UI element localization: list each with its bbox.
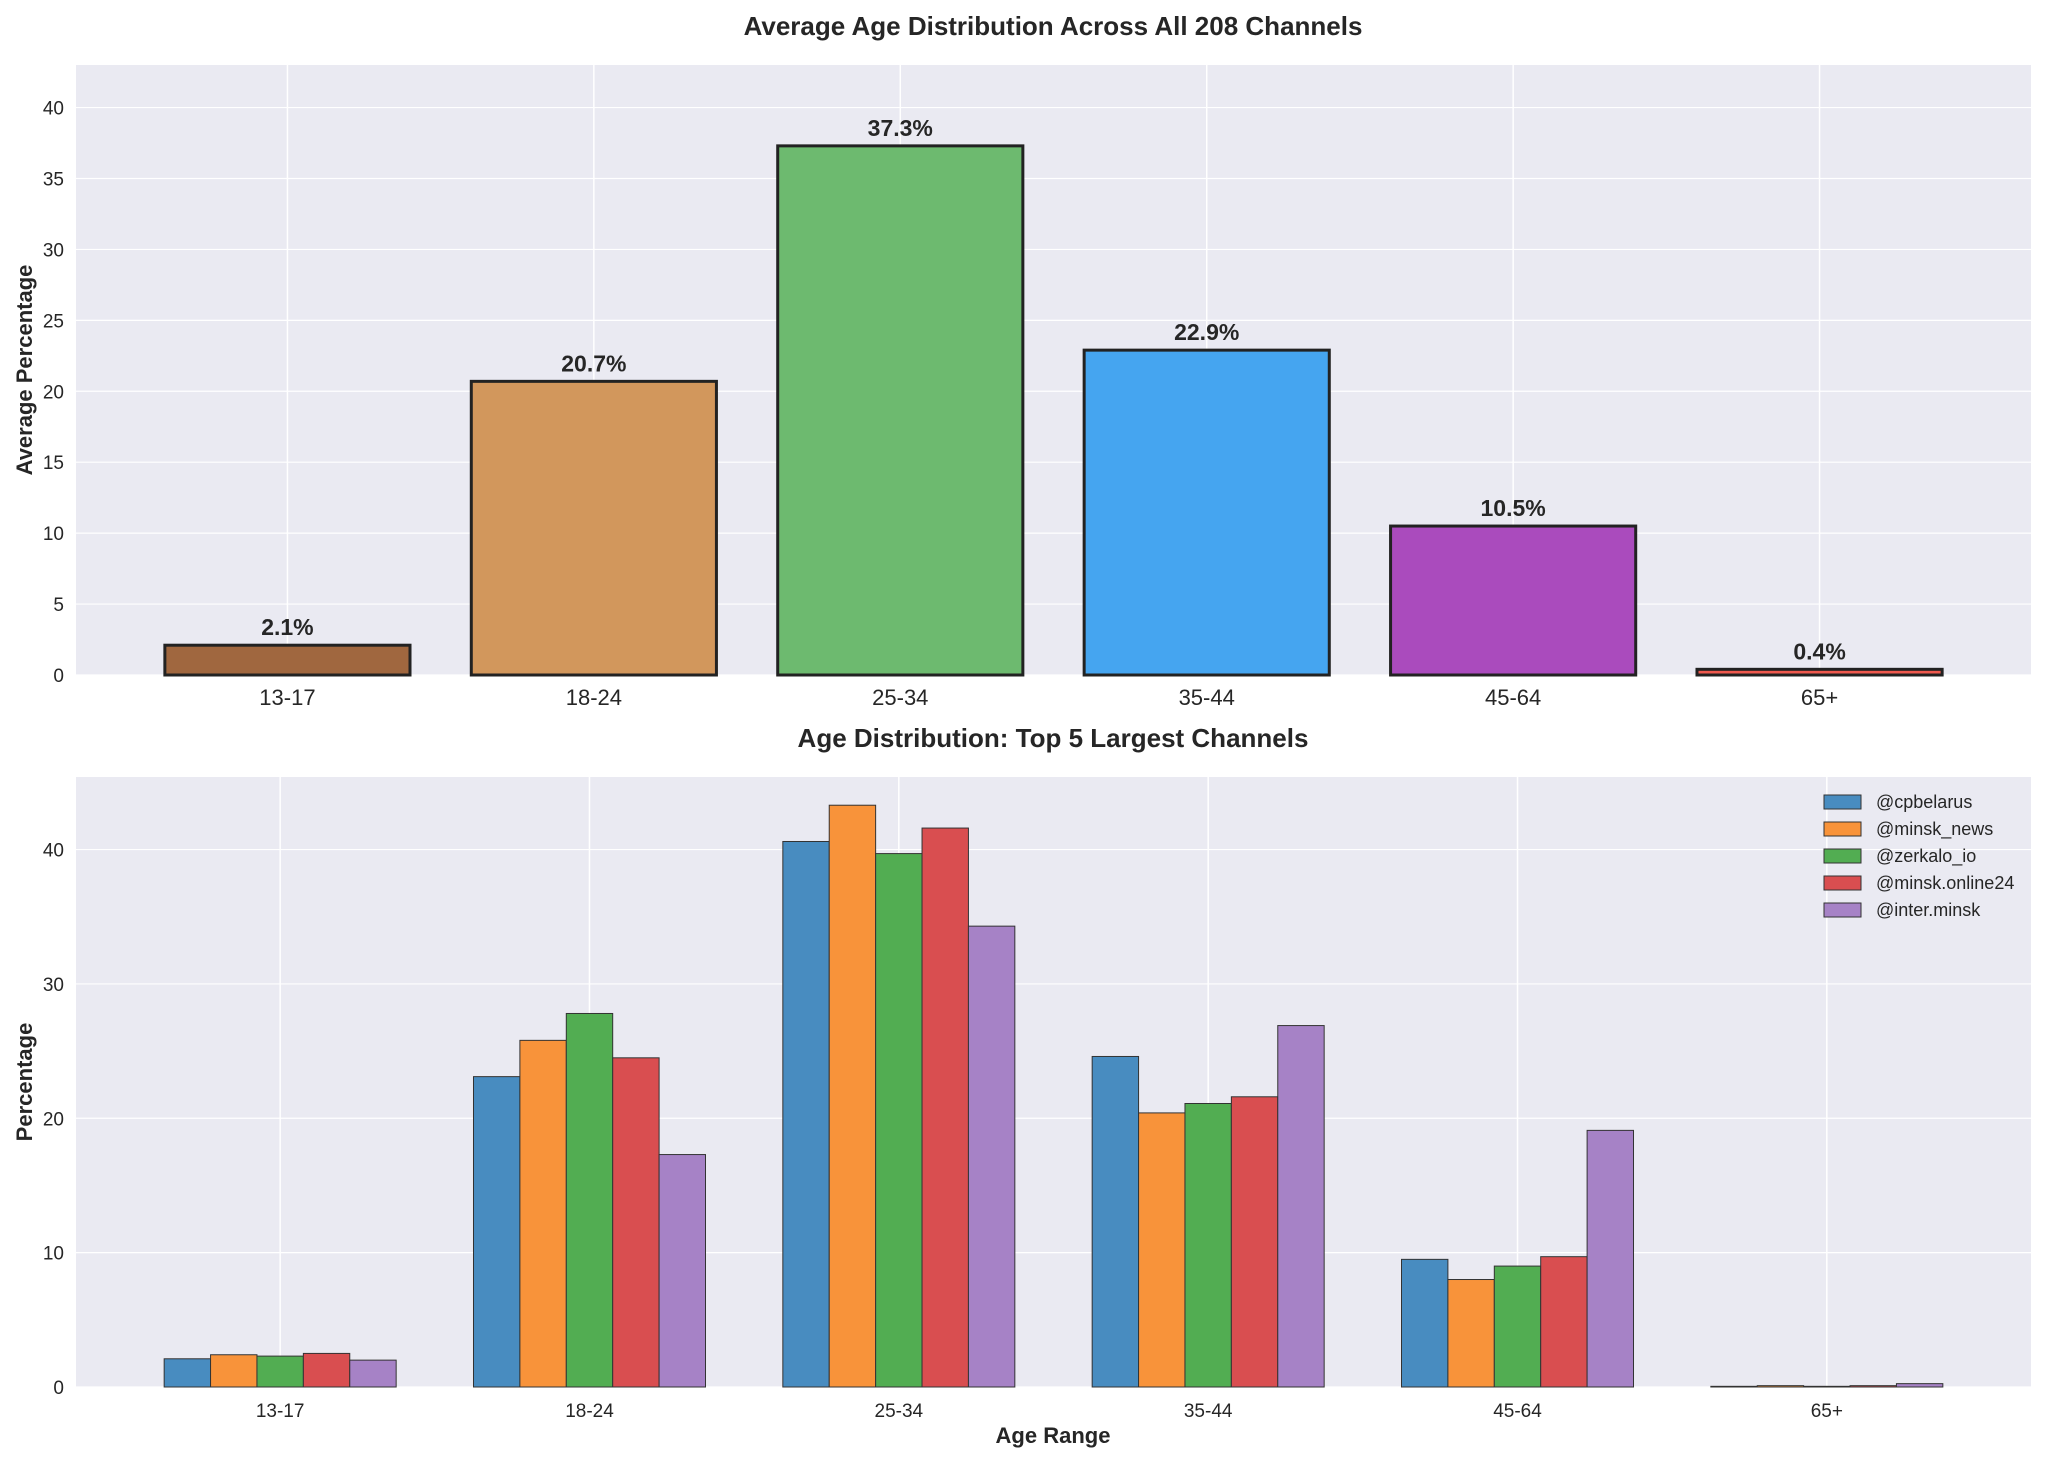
bottom-chart-title: Age Distribution: Top 5 Largest Channels [798,723,1309,753]
bar-@minsk.online24-45-64 [1540,1256,1588,1388]
legend: @cpbelarus @minsk_news @zerkalo_io @minsk.o… [1823,792,2014,920]
top-chart-title: Average Age Distribution Across All 208 … [744,11,1363,41]
y-tick-label: 15 [43,453,64,474]
y-tick-label: 0 [53,1378,64,1399]
y-tick-label: 10 [43,524,64,545]
y-tick-label: 25 [43,311,64,332]
bar-@minsk_news-35-44 [1138,1112,1186,1388]
data-label: 10.5% [1481,495,1546,521]
bar-@zerkalo_io-35-44 [1184,1102,1232,1388]
y-tick-label: 30 [43,975,64,996]
x-tick-label: 35-44 [1184,1401,1233,1422]
bar-@minsk_news-45-64 [1447,1279,1495,1388]
bar-35-44 [1082,348,1331,677]
bar-@zerkalo_io-18-24 [565,1012,614,1388]
legend-label: @cpbelarus [1876,792,1972,812]
x-tick-label: 25-34 [875,1401,924,1422]
bar-65+ [1695,667,1944,677]
x-tick-label: 13-17 [259,685,315,710]
x-tick-label: 18-24 [565,1401,614,1422]
x-tick-label: 25-34 [872,685,928,710]
bar-@zerkalo_io-65+ [1803,1385,1851,1388]
y-tick-label: 20 [43,1109,64,1130]
bar-@inter.minsk-25-34 [967,925,1016,1388]
legend-swatch [1823,794,1862,810]
bar-18-24 [469,379,718,677]
bar-@inter.minsk-65+ [1895,1383,1944,1388]
x-tick-label: 45-64 [1485,685,1541,710]
bottom-x-axis-label: Age Range [996,1423,1111,1448]
x-tick-label: 65+ [1811,1401,1843,1422]
bar-@zerkalo_io-25-34 [875,853,923,1388]
x-tick-label: 45-64 [1493,1401,1542,1422]
bar-@cpbelarus-35-44 [1091,1055,1140,1388]
bar-@cpbelarus-65+ [1710,1385,1758,1388]
data-label: 22.9% [1174,319,1239,345]
y-tick-label: 0 [53,666,64,687]
bar-@minsk.online24-18-24 [612,1057,660,1388]
x-tick-label: 18-24 [566,685,622,710]
y-tick-label: 40 [43,841,64,862]
bar-@zerkalo_io-13-17 [256,1355,304,1388]
bar-@minsk.online24-35-44 [1230,1096,1279,1388]
bar-25-34 [776,144,1025,677]
bar-45-64 [1389,524,1638,677]
y-tick-label: 30 [43,240,64,261]
bottom-plot-area [76,777,2031,1387]
legend-label: @minsk.online24 [1876,873,2014,893]
top-y-axis-label: Average Percentage [12,265,37,476]
bar-@inter.minsk-18-24 [658,1154,706,1388]
bar-@minsk_news-18-24 [519,1039,567,1388]
x-tick-label: 65+ [1801,685,1838,710]
y-tick-label: 10 [43,1244,64,1265]
data-label: 37.3% [868,115,933,141]
bar-@inter.minsk-35-44 [1277,1025,1325,1388]
bottom-y-axis-label: Percentage [12,1023,37,1142]
y-tick-label: 40 [43,99,64,120]
legend-label: @zerkalo_io [1876,846,1976,867]
bar-@minsk.online24-25-34 [921,827,969,1388]
top-chart: 2.1% 20.7% 37.3% 22.9% 10.5% 0.4% 0 5 10 15 20 25 3… [12,11,2031,710]
bar-@cpbelarus-25-34 [782,840,830,1388]
bar-@minsk_news-25-34 [828,804,877,1388]
data-label: 0.4% [1793,638,1845,664]
bar-@minsk.online24-13-17 [302,1352,351,1388]
bar-@inter.minsk-13-17 [349,1359,397,1388]
x-tick-label: 13-17 [256,1401,305,1422]
y-tick-label: 20 [43,382,64,403]
legend-swatch [1823,821,1862,837]
bottom-chart: 0 10 20 30 40 13-17 18-24 25-34 35-44 45-64 65+ Ag… [12,723,2031,1448]
data-label: 2.1% [261,614,313,640]
bar-@inter.minsk-45-64 [1586,1129,1635,1388]
data-label: 20.7% [561,350,626,376]
bar-@minsk_news-13-17 [210,1354,258,1388]
legend-label: @inter.minsk [1876,900,1981,920]
y-tick-label: 35 [43,169,64,190]
top-plot-area [76,65,2031,675]
bar-13-17 [163,643,412,677]
x-tick-label: 35-44 [1179,685,1235,710]
legend-label: @minsk_news [1876,819,1993,840]
bar-@minsk_news-65+ [1756,1385,1805,1388]
bar-@cpbelarus-45-64 [1401,1258,1449,1388]
legend-swatch [1823,848,1862,864]
legend-swatch [1823,875,1862,891]
bar-@zerkalo_io-45-64 [1493,1265,1542,1388]
bar-@cpbelarus-18-24 [472,1076,521,1388]
legend-swatch [1823,902,1862,918]
y-tick-label: 5 [53,595,64,616]
bar-@minsk.online24-65+ [1849,1385,1897,1388]
bar-@cpbelarus-13-17 [163,1358,212,1388]
